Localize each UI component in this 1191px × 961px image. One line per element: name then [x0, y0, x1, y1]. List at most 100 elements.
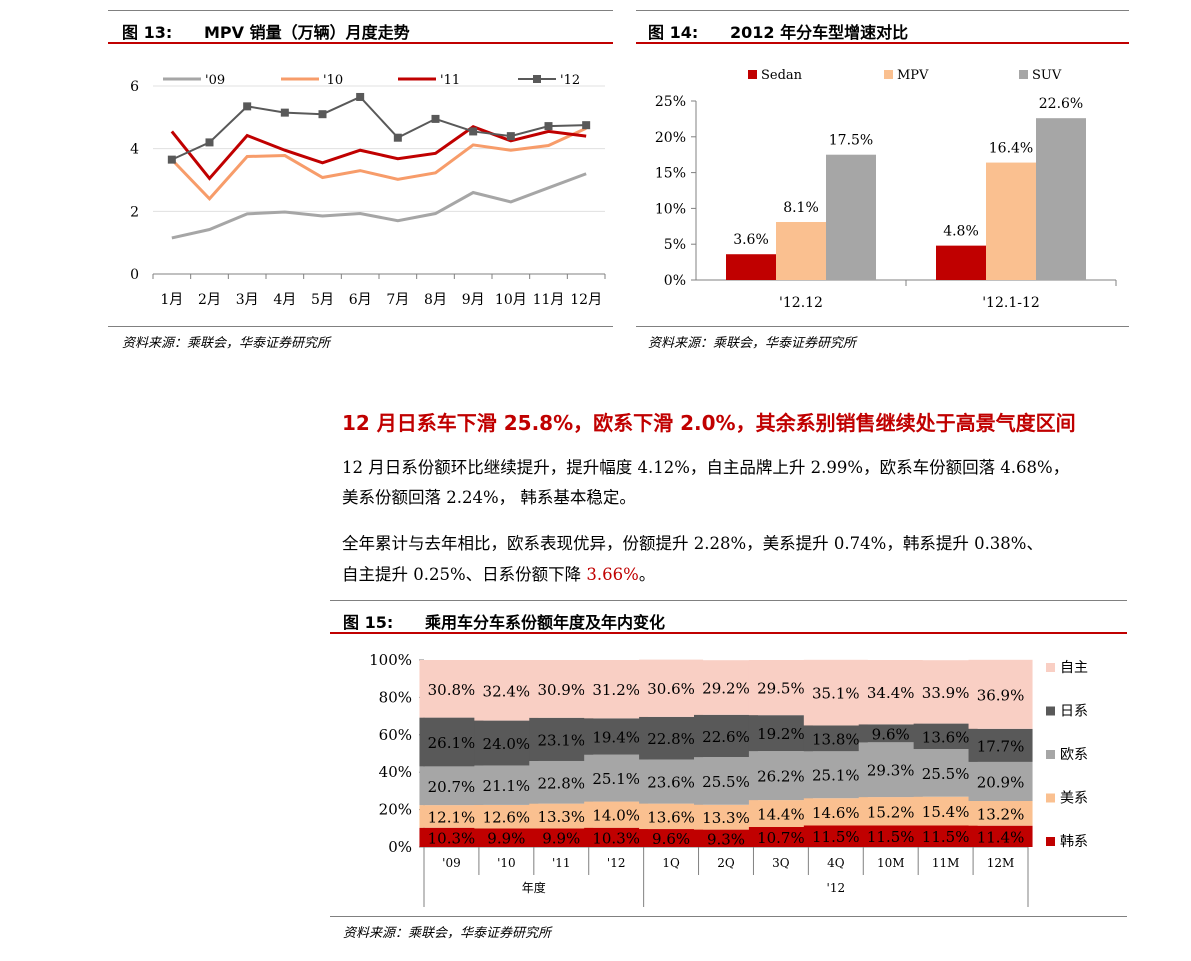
segment-value-label: 11.5% — [867, 828, 915, 846]
segment-value-label: 9.9% — [487, 830, 525, 848]
legend-swatch — [1046, 750, 1055, 759]
series-marker — [243, 102, 252, 111]
stack-segment-3 — [529, 717, 594, 761]
stack-segment-3 — [584, 718, 649, 755]
segment-value-label: 13.6% — [922, 728, 970, 746]
legend-label-1: '10 — [323, 73, 343, 88]
legend-label: 美系 — [1060, 791, 1088, 807]
legend-swatch — [1046, 663, 1055, 672]
stack-segment-0 — [419, 827, 484, 847]
y-tick-label: 80% — [379, 688, 412, 706]
segment-value-label: 31.2% — [592, 681, 640, 699]
segment-value-label: 14.0% — [592, 807, 640, 825]
bar-value-label: 16.4% — [989, 141, 1033, 157]
stack-segment-3 — [858, 724, 923, 743]
legend-swatch — [1046, 837, 1055, 846]
stack-segment-4 — [913, 660, 978, 724]
segment-value-label: 23.6% — [647, 774, 695, 792]
fig14-label: 图 14: — [648, 23, 699, 42]
x-tick-label: '11 — [552, 856, 571, 870]
stack-segment-0 — [968, 825, 1033, 847]
legend-marker — [533, 75, 541, 83]
legend-label: 欧系 — [1060, 747, 1088, 763]
fig15-title-text: 乘用车分车系份额年度及年内变化 — [425, 613, 666, 632]
stack-segment-1 — [748, 800, 813, 827]
stack-segment-1 — [419, 805, 484, 828]
japan-decline-value: 3.66% — [586, 565, 639, 584]
stack-segment-2 — [968, 761, 1033, 801]
stack-segment-4 — [419, 660, 484, 718]
segment-value-label: 35.1% — [812, 685, 860, 703]
fig14-title-text: 2012 年分车型增速对比 — [730, 23, 909, 42]
stack-segment-4 — [748, 660, 813, 716]
bar-1 — [986, 162, 1036, 280]
stack-segment-0 — [529, 828, 594, 847]
paragraph-2-line-2: 自主提升 0.25%、日系份额下降 3.66%。 — [342, 561, 655, 588]
stack-segment-3 — [639, 716, 704, 760]
segment-value-label: 25.1% — [592, 770, 640, 788]
bar-value-label: 8.1% — [783, 200, 819, 216]
series-marker — [205, 138, 214, 147]
segment-value-label: 13.3% — [537, 808, 585, 826]
stack-segment-3 — [419, 717, 484, 767]
segment-value-label: 26.1% — [428, 734, 476, 752]
stack-segment-2 — [748, 751, 813, 801]
y-tick-label: 4 — [130, 142, 139, 158]
series-marker — [393, 133, 402, 142]
fig14-bar-chart: 0% 5% 10% 15% 20% 25% '12.12 3.6% 8.1% 17.5% '12.1… — [655, 68, 1117, 311]
bar-value-label: 17.5% — [829, 133, 873, 149]
stack-segment-0 — [803, 825, 868, 847]
x-tick-label: 11M — [932, 856, 960, 870]
segment-value-label: 14.6% — [812, 804, 860, 822]
bar-1 — [776, 222, 826, 280]
stack-segment-3 — [474, 720, 539, 766]
fig15-source: 资料来源：乘联会，华泰证券研究所 — [343, 926, 552, 941]
segment-value-label: 11.5% — [922, 828, 970, 846]
stack-segment-3 — [913, 723, 978, 750]
segment-value-label: 29.2% — [702, 679, 750, 697]
stack-segment-4 — [803, 659, 868, 726]
y-tick-label: 0% — [664, 273, 686, 289]
legend-label-2: SUV — [1032, 68, 1062, 83]
paragraph-2-text: 自主提升 0.25%、日系份额下降 — [342, 565, 587, 584]
legend-swatch-2 — [1019, 70, 1028, 79]
segment-value-label: 14.4% — [757, 806, 805, 824]
stack-segment-4 — [968, 659, 1033, 729]
legend-swatch — [1046, 706, 1055, 716]
segment-value-label: 29.3% — [867, 762, 915, 780]
x-tick-label: 4月 — [273, 292, 296, 308]
y-tick-label: 100% — [369, 651, 412, 669]
x-tick-label: '12.1-12 — [982, 295, 1040, 311]
segment-value-label: 22.8% — [537, 774, 585, 792]
segment-value-label: 30.9% — [537, 681, 585, 699]
stack-segment-0 — [694, 829, 758, 847]
x-tick-label: 7月 — [386, 292, 409, 308]
fig15-header — [330, 600, 1127, 634]
stack-segment-2 — [529, 760, 594, 804]
segment-value-label: 12.6% — [483, 809, 531, 827]
stack-segment-1 — [639, 803, 704, 830]
x-tick-label: 3Q — [772, 856, 790, 870]
x-tick-label: '12.12 — [779, 295, 823, 311]
segment-value-label: 20.7% — [428, 778, 476, 796]
x-tick-label: 1月 — [160, 292, 183, 308]
x-tick-label: '12 — [607, 856, 626, 870]
segment-value-label: 24.0% — [483, 735, 531, 753]
segment-value-label: 30.8% — [428, 681, 476, 699]
stack-segment-2 — [639, 759, 704, 804]
segment-value-label: 10.7% — [757, 829, 805, 847]
bar-value-label: 22.6% — [1039, 96, 1083, 112]
segment-value-label: 9.6% — [872, 725, 910, 743]
stack-segment-2 — [858, 742, 923, 798]
stack-segment-1 — [584, 801, 649, 828]
stack-segment-3 — [968, 728, 1033, 762]
fig13-header — [108, 10, 613, 44]
legend-label-2: '11 — [440, 73, 460, 88]
x-tick-label: 10M — [877, 856, 905, 870]
y-tick-label: 40% — [379, 763, 412, 781]
stack-segment-2 — [694, 757, 758, 805]
segment-value-label: 33.9% — [922, 684, 970, 702]
stack-segment-0 — [584, 827, 649, 847]
series-line-3 — [171, 95, 587, 161]
legend-swatch — [1046, 793, 1055, 803]
